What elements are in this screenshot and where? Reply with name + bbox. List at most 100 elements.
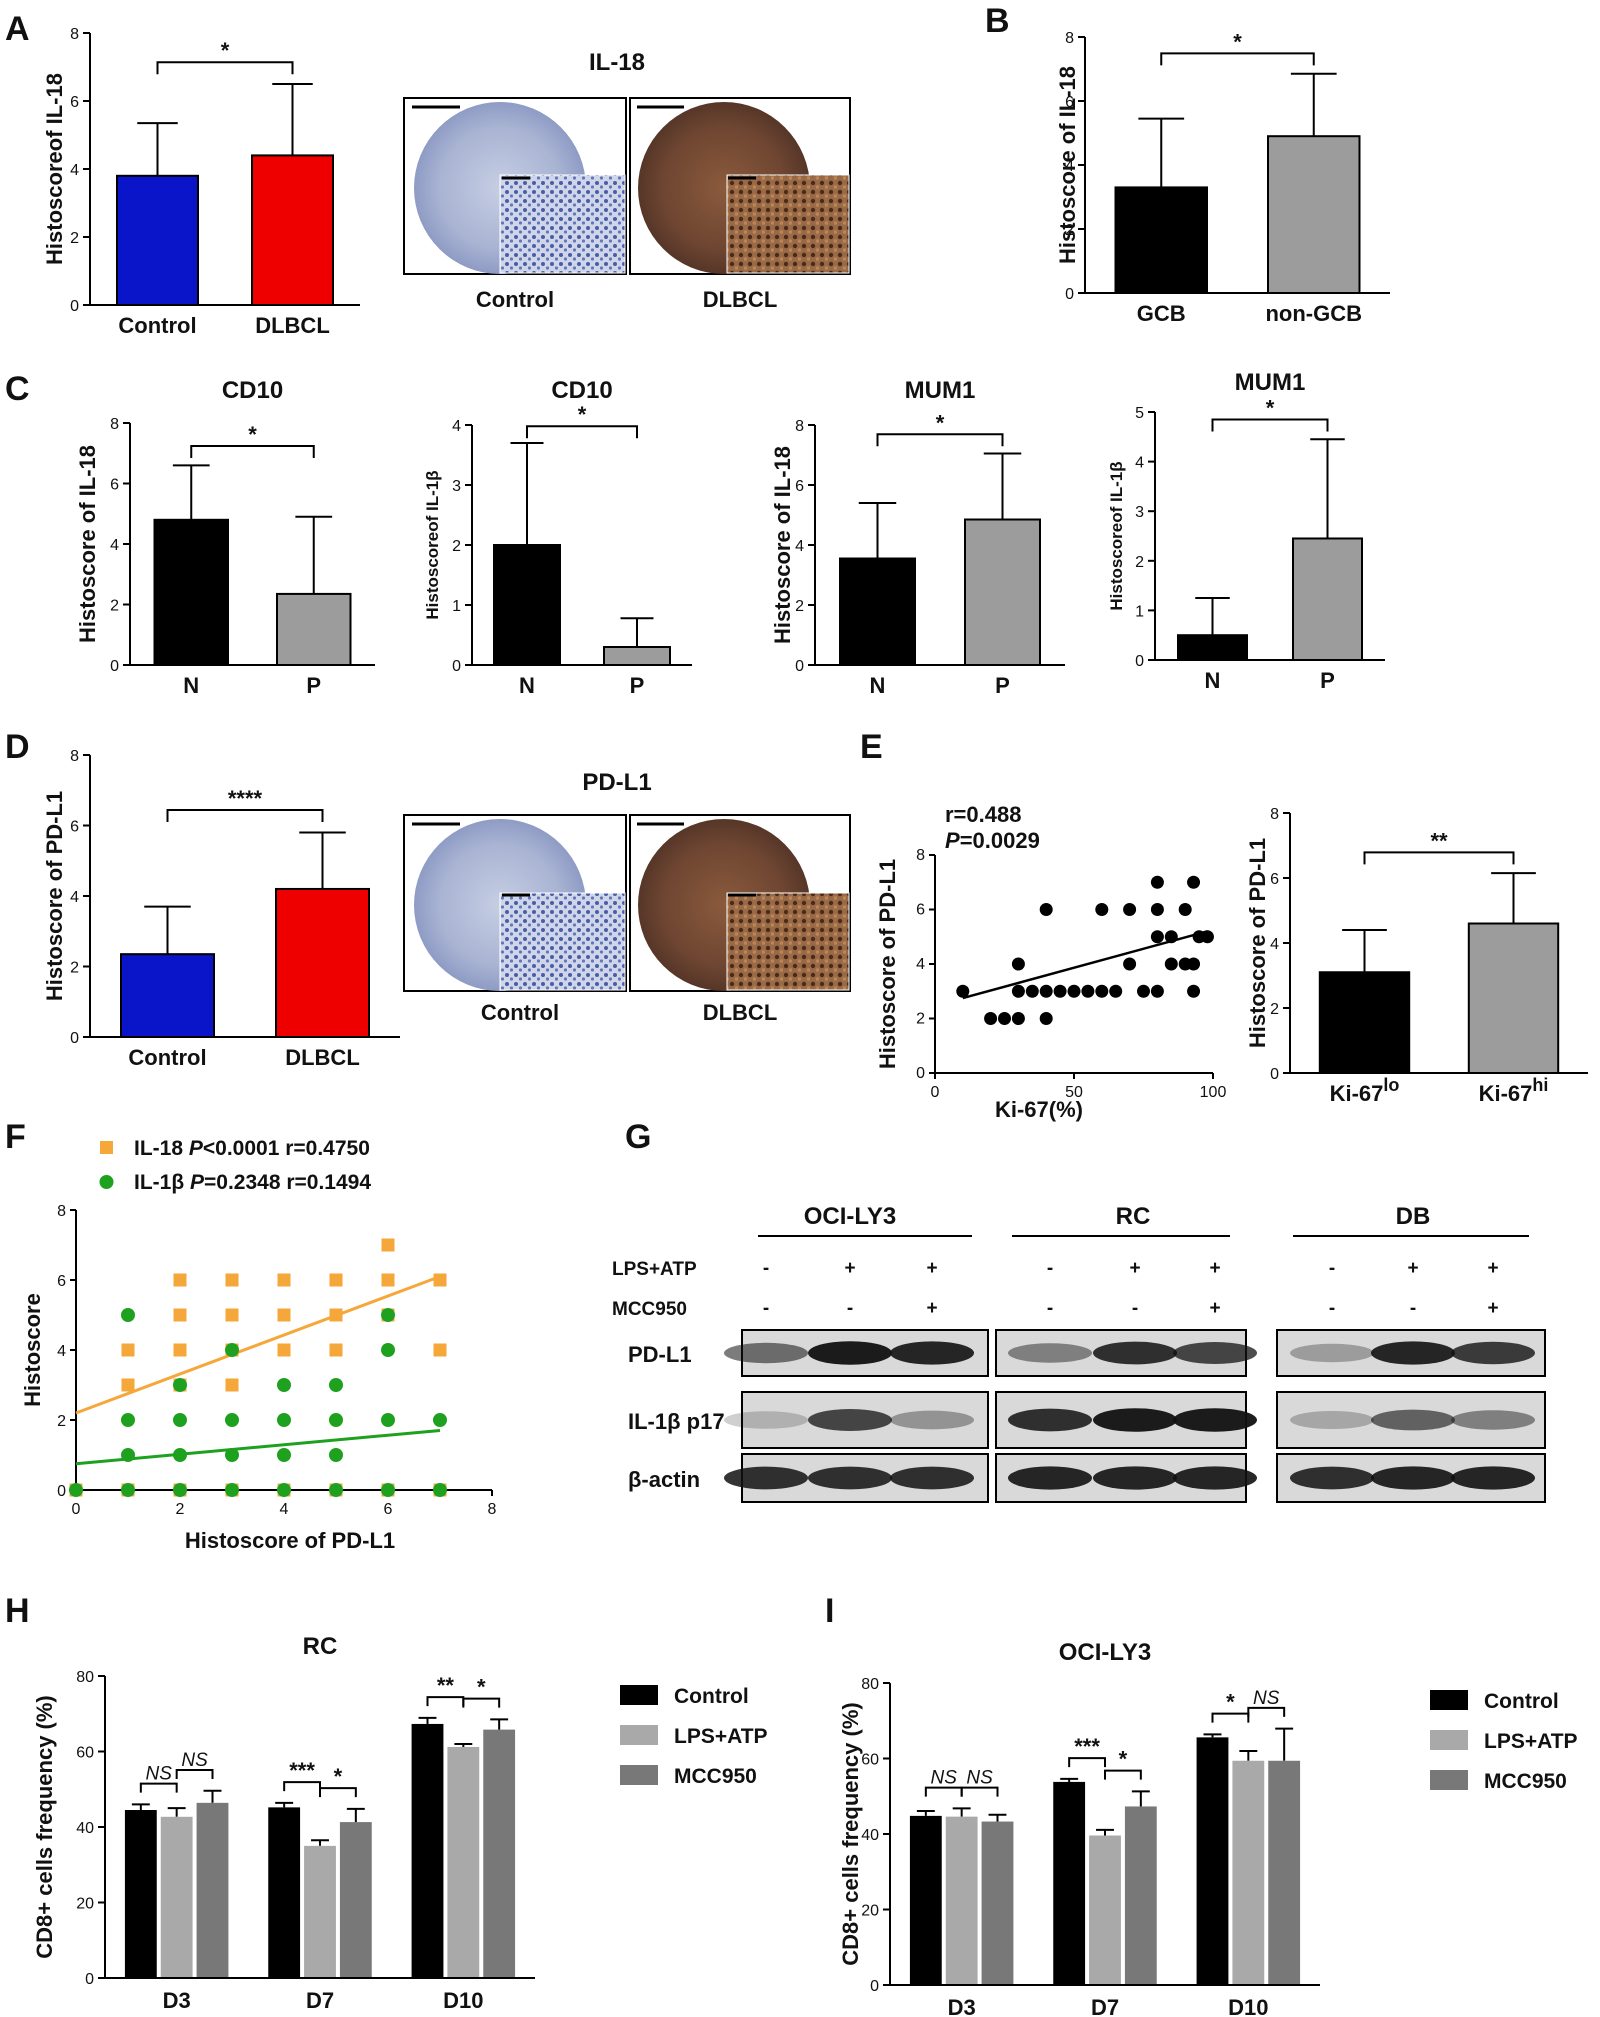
data-point bbox=[1081, 984, 1095, 998]
data-point bbox=[173, 1343, 187, 1357]
data-point bbox=[329, 1343, 343, 1357]
bar bbox=[839, 557, 916, 666]
x-tick-label: 0 bbox=[931, 1084, 940, 1101]
bar bbox=[483, 1729, 516, 1978]
data-point bbox=[1095, 903, 1109, 916]
y-tick-label: 2 bbox=[57, 1413, 66, 1430]
y-tick-label: 4 bbox=[1135, 455, 1144, 472]
bar bbox=[603, 646, 671, 666]
y-axis-label: Histoscore bbox=[20, 1293, 45, 1407]
protein-band bbox=[1290, 1466, 1374, 1490]
y-tick-label: 4 bbox=[1270, 936, 1279, 953]
y-tick-label: 2 bbox=[1065, 222, 1074, 239]
data-point bbox=[1178, 903, 1192, 916]
bar bbox=[268, 1807, 301, 1978]
y-tick-label: 60 bbox=[861, 1752, 879, 1769]
significance-label: NS bbox=[146, 1764, 173, 1785]
y-tick-label: 0 bbox=[452, 658, 461, 675]
significance-bracket bbox=[924, 1786, 963, 1797]
x-tick-label: 2 bbox=[176, 1501, 185, 1518]
y-axis-label: CD8+ cells frequency (%) bbox=[838, 1702, 863, 1965]
protein-band bbox=[1290, 1343, 1374, 1363]
x-category-label: N bbox=[1205, 668, 1221, 693]
y-axis-label: Histoscore of IL-18 bbox=[75, 445, 100, 643]
y-tick-label: 80 bbox=[861, 1676, 879, 1693]
data-point bbox=[277, 1413, 291, 1427]
chart-title: OCI-LY3 bbox=[1059, 1639, 1151, 1666]
y-tick-label: 0 bbox=[1270, 1066, 1279, 1083]
y-tick-label: 3 bbox=[452, 478, 461, 495]
significance-bracket bbox=[1211, 418, 1329, 432]
x-category-label: DLBCL bbox=[285, 1045, 360, 1070]
bar bbox=[1467, 922, 1560, 1074]
data-point bbox=[381, 1343, 395, 1357]
x-category-label: Control bbox=[128, 1045, 206, 1070]
data-point bbox=[1150, 903, 1164, 916]
data-point bbox=[1187, 957, 1201, 971]
treatment-sign: + bbox=[926, 1298, 937, 1319]
protein-band bbox=[1093, 1466, 1177, 1490]
protein-band bbox=[808, 1466, 892, 1490]
ihc-caption-control-a: Control bbox=[476, 287, 554, 312]
x-category-label: Control bbox=[118, 313, 196, 338]
chart-c-cd10-il1b-bar: 0 1 2 3 4 Histoscoreof IL-1β CD10 N P * bbox=[423, 377, 692, 698]
data-point bbox=[277, 1483, 291, 1497]
x-category-label: non-GCB bbox=[1265, 301, 1362, 326]
bar bbox=[1177, 634, 1248, 662]
treatment-sign: + bbox=[1129, 1258, 1140, 1279]
data-point bbox=[998, 1012, 1011, 1025]
y-tick-label: 2 bbox=[916, 1011, 925, 1028]
bar bbox=[116, 174, 199, 306]
data-point bbox=[1200, 930, 1214, 944]
bar bbox=[276, 592, 352, 666]
x-category-label: P bbox=[306, 673, 321, 698]
y-tick-label: 4 bbox=[1065, 158, 1074, 175]
y-axis-label: Histoscore of IL-18 bbox=[770, 446, 795, 644]
x-category-label: GCB bbox=[1137, 301, 1186, 326]
protein-band bbox=[1008, 1343, 1092, 1363]
annotation-p: P=0.0029 bbox=[945, 828, 1040, 853]
treatment-label: MCC950 bbox=[612, 1299, 687, 1320]
x-tick-label: 8 bbox=[488, 1501, 497, 1518]
significance-label: * bbox=[334, 1764, 343, 1789]
legend-label: MCC950 bbox=[674, 1765, 757, 1788]
data-point bbox=[225, 1308, 239, 1322]
bar bbox=[124, 1810, 157, 1978]
chart-title: CD10 bbox=[551, 377, 612, 404]
data-point bbox=[1164, 957, 1178, 971]
legend-swatch bbox=[1430, 1730, 1468, 1750]
tissue-inset-image bbox=[499, 174, 626, 274]
x-category-label: P bbox=[995, 673, 1010, 698]
treatment-sign: + bbox=[1487, 1298, 1498, 1319]
y-tick-label: 6 bbox=[795, 478, 804, 495]
cell-line-label: OCI-LY3 bbox=[804, 1203, 896, 1230]
significance-label: NS bbox=[181, 1750, 208, 1771]
y-axis-label: Histoscore of PD-L1 bbox=[42, 791, 67, 1001]
data-point bbox=[1123, 903, 1137, 916]
x-tick-label: 100 bbox=[1200, 1084, 1227, 1101]
data-point bbox=[173, 1273, 187, 1287]
data-point bbox=[1187, 875, 1201, 889]
protein-band bbox=[1371, 1466, 1455, 1490]
significance-bracket bbox=[1247, 1706, 1286, 1717]
significance-bracket bbox=[156, 61, 294, 75]
data-point bbox=[1011, 984, 1025, 998]
data-point bbox=[121, 1413, 135, 1427]
x-category-label: D7 bbox=[306, 1988, 334, 2013]
y-tick-label: 8 bbox=[1270, 806, 1279, 823]
y-tick-label: 0 bbox=[70, 298, 79, 315]
significance-bracket bbox=[283, 1781, 321, 1792]
y-tick-label: 20 bbox=[861, 1903, 879, 1920]
data-point bbox=[381, 1238, 395, 1252]
significance-bracket bbox=[1160, 52, 1315, 66]
y-tick-label: 2 bbox=[1135, 554, 1144, 571]
significance-bracket bbox=[1068, 1757, 1106, 1768]
data-point bbox=[225, 1273, 239, 1287]
significance-bracket bbox=[526, 425, 638, 439]
significance-label: * bbox=[936, 410, 945, 435]
y-tick-label: 2 bbox=[70, 960, 79, 977]
significance-label: * bbox=[248, 422, 257, 447]
data-point bbox=[225, 1448, 239, 1462]
cell-line-label: RC bbox=[1116, 1203, 1151, 1230]
data-point bbox=[1053, 984, 1067, 998]
